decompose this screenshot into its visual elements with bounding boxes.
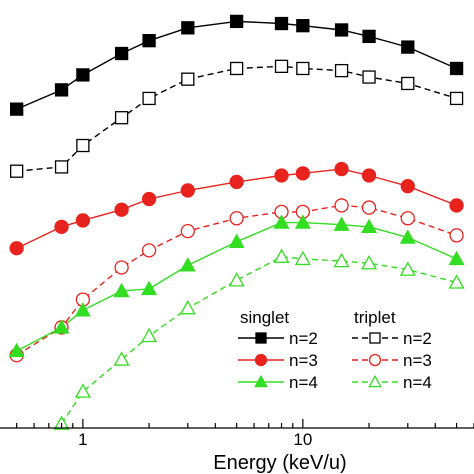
data-point-singlet-n=2-2 xyxy=(76,68,90,82)
legend-marker-singlet-n=2 xyxy=(255,332,267,344)
legend-marker-triplet-n=3 xyxy=(368,353,382,367)
data-point-singlet-n=4-1 xyxy=(53,319,70,334)
data-point-triplet-n=2-6 xyxy=(229,61,244,76)
data-point-triplet-n=3-9 xyxy=(334,198,349,213)
data-point-singlet-n=4-4 xyxy=(141,280,158,296)
series-line-triplet-n=2 xyxy=(16,65,457,172)
data-point-triplet-n=2-2 xyxy=(76,138,90,153)
data-point-triplet-n=4-5 xyxy=(228,272,245,287)
data-point-triplet-n=2-5 xyxy=(181,72,195,86)
data-point-triplet-n=4-4 xyxy=(179,299,196,315)
data-point-singlet-n=3-11 xyxy=(400,179,415,194)
data-point-singlet-n=2-9 xyxy=(334,23,349,37)
data-point-triplet-n=2-9 xyxy=(334,63,349,78)
data-point-singlet-n=2-7 xyxy=(274,16,289,31)
x-axis-title: Energy (keV/u) xyxy=(213,452,346,474)
data-point-singlet-n=2-1 xyxy=(54,83,69,97)
legend-label-triplet-n=2: n=2 xyxy=(403,329,432,348)
data-point-singlet-n=3-8 xyxy=(295,166,310,181)
data-point-triplet-n=2-12 xyxy=(449,91,464,106)
data-point-singlet-n=3-12 xyxy=(449,198,464,213)
data-point-singlet-n=2-6 xyxy=(229,14,244,29)
x-tick-label-10: 10 xyxy=(293,430,312,449)
data-point-singlet-n=3-0 xyxy=(9,241,24,256)
data-point-triplet-n=2-0 xyxy=(10,164,24,178)
data-point-triplet-n=2-10 xyxy=(362,70,376,84)
legend-marker-singlet-n=4 xyxy=(254,374,268,388)
data-point-singlet-n=4-9 xyxy=(333,216,350,231)
data-point-singlet-n=4-5 xyxy=(179,257,196,272)
data-point-triplet-n=2-1 xyxy=(54,160,69,174)
data-point-triplet-n=4-11 xyxy=(448,274,465,289)
data-point-singlet-n=2-3 xyxy=(114,46,129,61)
series-markers xyxy=(8,14,465,430)
legend-title-singlet: singlet xyxy=(240,308,289,327)
data-point-triplet-n=4-9 xyxy=(361,254,378,270)
data-point-singlet-n=4-7 xyxy=(273,214,290,229)
data-point-triplet-n=4-3 xyxy=(141,327,158,343)
data-point-singlet-n=3-4 xyxy=(141,191,157,207)
data-point-singlet-n=4-0 xyxy=(8,342,25,358)
data-point-singlet-n=4-10 xyxy=(361,218,378,234)
data-point-singlet-n=2-11 xyxy=(401,40,415,54)
data-point-triplet-n=3-3 xyxy=(114,260,129,275)
data-point-triplet-n=2-11 xyxy=(401,76,415,91)
data-point-triplet-n=2-7 xyxy=(274,59,289,73)
legend-marker-triplet-n=4 xyxy=(368,374,382,388)
data-point-singlet-n=4-6 xyxy=(228,233,245,248)
data-point-singlet-n=3-1 xyxy=(54,219,69,234)
legend-title-triplet: triplet xyxy=(354,308,396,327)
data-point-triplet-n=3-12 xyxy=(449,228,464,243)
data-point-singlet-n=2-12 xyxy=(449,61,464,76)
data-point-triplet-n=4-2 xyxy=(113,351,130,366)
legend-marker-singlet-n=3 xyxy=(254,353,268,367)
data-point-singlet-n=4-2 xyxy=(74,302,91,317)
data-point-triplet-n=2-3 xyxy=(114,111,129,125)
legend-label-triplet-n=4: n=4 xyxy=(403,373,432,392)
data-point-triplet-n=3-5 xyxy=(180,223,195,239)
legend-label-singlet-n=4: n=4 xyxy=(289,373,318,392)
data-point-triplet-n=3-6 xyxy=(229,211,244,226)
data-point-singlet-n=2-4 xyxy=(142,34,156,48)
data-point-triplet-n=4-10 xyxy=(399,261,416,276)
data-point-singlet-n=2-5 xyxy=(181,21,195,35)
data-point-singlet-n=2-0 xyxy=(10,102,24,116)
data-point-triplet-n=4-1 xyxy=(74,383,91,398)
data-point-triplet-n=2-8 xyxy=(296,61,310,76)
data-point-triplet-n=4-6 xyxy=(273,248,290,263)
data-point-singlet-n=3-7 xyxy=(274,168,289,183)
x-tick-label-1: 1 xyxy=(78,430,87,449)
data-point-singlet-n=3-3 xyxy=(114,202,129,217)
data-point-triplet-n=3-11 xyxy=(400,211,415,226)
data-point-singlet-n=3-2 xyxy=(75,213,91,228)
data-point-triplet-n=3-4 xyxy=(141,243,157,258)
data-point-singlet-n=4-11 xyxy=(399,229,416,244)
x-axis: 1 10 xyxy=(0,419,474,449)
legend-marker-triplet-n=2 xyxy=(369,332,381,344)
data-point-singlet-n=3-9 xyxy=(334,161,349,177)
data-point-triplet-n=2-4 xyxy=(142,91,156,106)
data-point-singlet-n=3-10 xyxy=(361,168,377,183)
legend-label-singlet-n=3: n=3 xyxy=(289,351,318,370)
legend-label-triplet-n=3: n=3 xyxy=(403,351,432,370)
data-point-singlet-n=3-5 xyxy=(180,183,195,198)
data-point-singlet-n=4-12 xyxy=(448,250,465,266)
data-point-triplet-n=3-10 xyxy=(361,200,377,215)
data-point-singlet-n=2-8 xyxy=(296,19,310,33)
data-point-singlet-n=4-8 xyxy=(294,214,311,229)
data-point-singlet-n=3-6 xyxy=(229,174,244,190)
data-point-triplet-n=4-8 xyxy=(333,252,350,268)
data-point-singlet-n=2-10 xyxy=(362,29,376,44)
data-point-singlet-n=4-3 xyxy=(113,282,130,298)
data-point-triplet-n=4-7 xyxy=(294,250,311,266)
legend-label-singlet-n=2: n=2 xyxy=(289,329,318,348)
